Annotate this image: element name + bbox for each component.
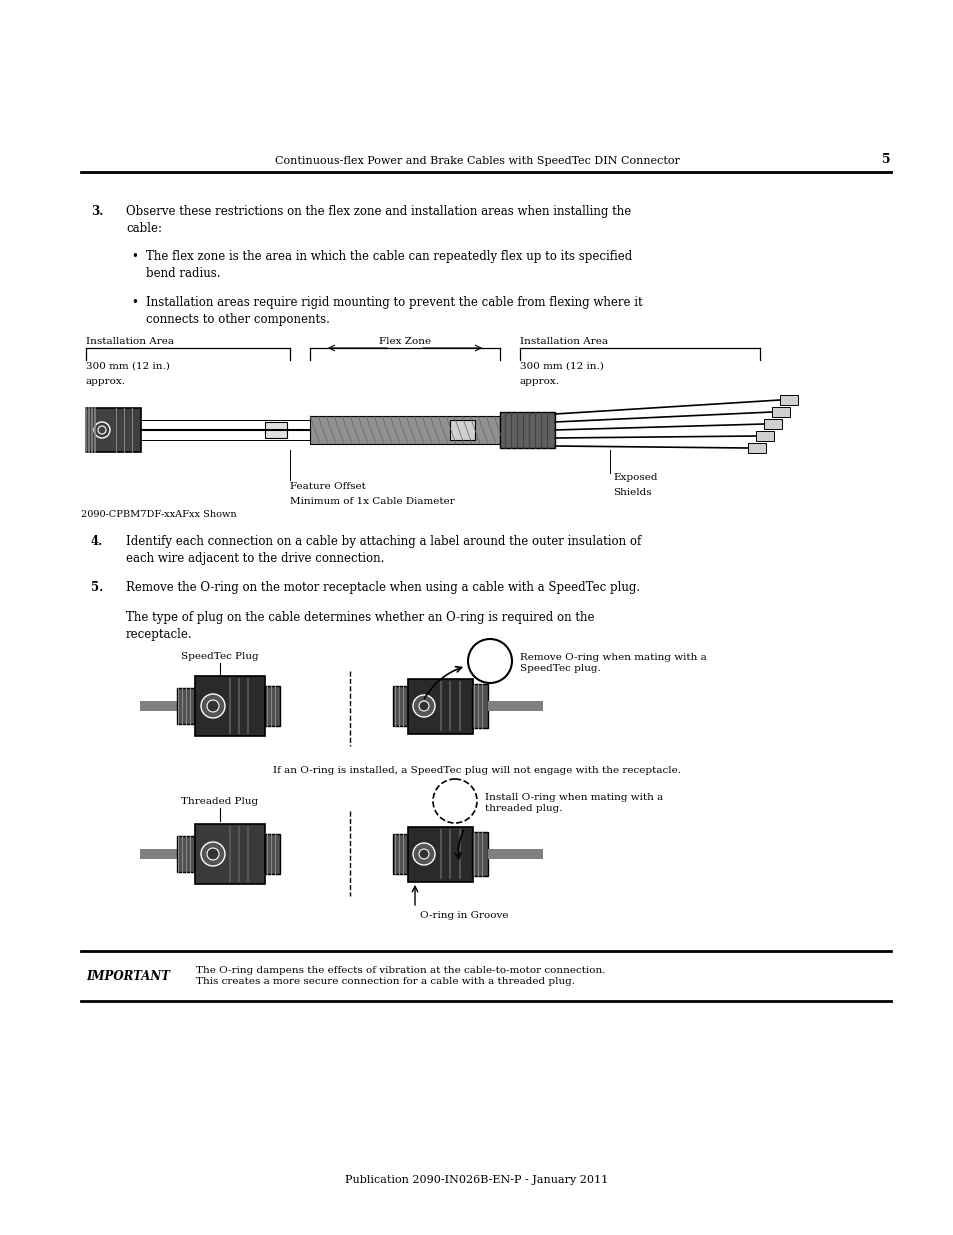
Text: Exposed: Exposed [613,473,657,482]
Text: Installation Area: Installation Area [519,337,607,346]
Bar [177,688,194,724]
Bar [499,412,555,448]
Bar [265,685,280,726]
Text: SpeedTec Plug: SpeedTec Plug [181,652,258,661]
Text: The O-ring dampens the effects of vibration at the cable-to-motor connection.
Th: The O-ring dampens the effects of vibrat… [195,966,605,987]
Bar [488,701,542,711]
Text: Installation Area: Installation Area [86,337,173,346]
Text: 3.: 3. [91,205,103,219]
Text: Feature Offset: Feature Offset [290,482,366,492]
Text: Publication 2090-IN026B-EN-P - January 2011: Publication 2090-IN026B-EN-P - January 2… [345,1174,608,1186]
Bar [408,679,473,734]
Circle shape [201,842,225,866]
Bar [780,395,797,405]
Bar [265,834,280,874]
Text: 5.: 5. [91,580,103,594]
Circle shape [413,844,435,864]
Text: Installation areas require rigid mounting to prevent the cable from flexing wher: Installation areas require rigid mountin… [146,296,642,326]
Text: 300 mm (12 in.): 300 mm (12 in.) [86,362,170,370]
Text: Continuous-flex Power and Brake Cables with SpeedTec DIN Connector: Continuous-flex Power and Brake Cables w… [274,156,679,165]
Bar [86,408,141,452]
Bar [393,685,408,726]
Text: Shields: Shields [613,488,651,496]
Bar [140,701,194,711]
Bar [472,832,488,876]
Text: 4.: 4. [91,535,103,548]
Text: 2090-CPBM7DF-xxAFxx Shown: 2090-CPBM7DF-xxAFxx Shown [81,510,236,519]
Text: O-ring in Groove: O-ring in Groove [419,911,508,920]
Text: 300 mm (12 in.): 300 mm (12 in.) [519,362,603,370]
Text: Identify each connection on a cable by attaching a label around the outer insula: Identify each connection on a cable by a… [126,535,640,564]
Bar [763,419,781,429]
Text: approx.: approx. [86,377,126,387]
Bar [265,422,287,438]
Text: 5: 5 [882,153,890,165]
Bar [755,431,773,441]
Text: •: • [131,296,138,309]
Circle shape [207,700,219,713]
Bar [450,420,475,440]
Text: Flex Zone: Flex Zone [378,337,431,346]
Bar [771,408,789,417]
Bar [194,824,265,884]
Text: Remove O-ring when mating with a
SpeedTec plug.: Remove O-ring when mating with a SpeedTe… [519,653,706,673]
Circle shape [207,848,219,860]
Circle shape [413,695,435,718]
Text: Observe these restrictions on the flex zone and installation areas when installi: Observe these restrictions on the flex z… [126,205,631,235]
Text: The type of plug on the cable determines whether an O-ring is required on the
re: The type of plug on the cable determines… [126,611,594,641]
Bar [408,827,473,882]
Bar [488,848,542,860]
Text: Threaded Plug: Threaded Plug [181,797,258,806]
Text: The flex zone is the area in which the cable can repeatedly flex up to its speci: The flex zone is the area in which the c… [146,249,632,280]
Circle shape [418,701,429,711]
Bar [140,848,194,860]
Text: Minimum of 1x Cable Diameter: Minimum of 1x Cable Diameter [290,496,455,506]
Circle shape [201,694,225,718]
Text: approx.: approx. [519,377,559,387]
Text: Remove the O-ring on the motor receptacle when using a cable with a SpeedTec plu: Remove the O-ring on the motor receptacl… [126,580,639,594]
Text: If an O-ring is installed, a SpeedTec plug will not engage with the receptacle.: If an O-ring is installed, a SpeedTec pl… [273,766,680,776]
Text: Install O-ring when mating with a
threaded plug.: Install O-ring when mating with a thread… [484,793,662,813]
Bar [747,443,765,453]
Text: •: • [131,249,138,263]
Bar [310,416,499,445]
Bar [177,836,194,872]
Text: IMPORTANT: IMPORTANT [86,969,170,983]
Bar [393,834,408,874]
Bar [194,676,265,736]
Bar [472,684,488,727]
Circle shape [418,848,429,860]
